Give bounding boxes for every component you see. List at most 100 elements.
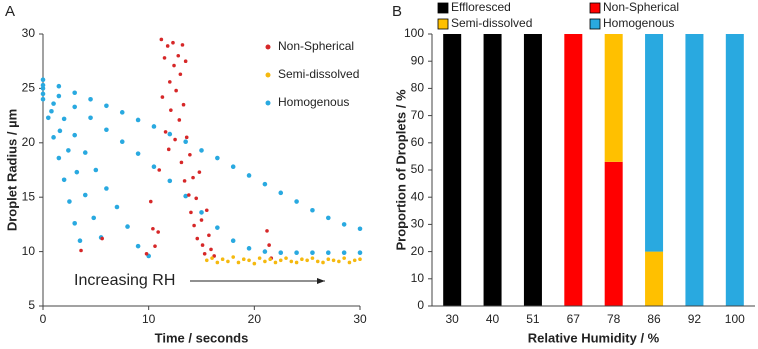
legend-marker xyxy=(265,44,271,50)
data-point xyxy=(202,251,207,256)
data-point xyxy=(104,103,109,109)
data-point xyxy=(74,169,80,175)
data-point xyxy=(191,175,195,180)
panel-label: A xyxy=(5,3,15,20)
data-point xyxy=(200,243,205,247)
y-tick-label: 5 xyxy=(28,298,35,312)
data-point xyxy=(220,257,225,262)
data-point xyxy=(40,86,46,91)
data-point xyxy=(188,152,192,157)
data-point xyxy=(114,204,120,210)
y-tick-label: 70 xyxy=(411,108,425,122)
bar-segment xyxy=(564,34,583,306)
data-point xyxy=(182,179,187,183)
data-point xyxy=(236,260,241,265)
y-tick-label: 30 xyxy=(411,217,425,231)
data-point xyxy=(151,226,155,231)
data-point xyxy=(357,226,363,232)
data-point xyxy=(226,259,230,264)
data-point xyxy=(72,221,77,226)
data-point xyxy=(119,110,125,115)
y-tick-label: 25 xyxy=(22,81,36,95)
data-point xyxy=(66,148,71,153)
x-tick-label: 10 xyxy=(142,312,156,326)
data-point xyxy=(278,190,284,196)
data-point xyxy=(82,192,88,198)
y-tick-label: 20 xyxy=(411,244,425,258)
data-point xyxy=(179,160,184,165)
y-tick-label: 90 xyxy=(411,53,425,67)
data-point xyxy=(172,63,176,68)
data-point xyxy=(278,258,283,263)
data-point xyxy=(148,199,153,204)
data-point xyxy=(183,59,188,63)
data-point xyxy=(183,139,188,145)
x-tick-label: 40 xyxy=(486,312,500,326)
data-point xyxy=(165,44,170,48)
data-point xyxy=(40,82,46,88)
data-point xyxy=(125,224,130,229)
y-tick-label: 100 xyxy=(404,26,424,40)
data-point xyxy=(241,257,246,262)
data-point xyxy=(61,116,67,122)
data-point xyxy=(51,101,56,106)
y-axis-label: Droplet Radius / µm xyxy=(4,109,19,231)
data-point xyxy=(215,225,220,230)
data-point xyxy=(61,177,67,183)
x-tick-label: 86 xyxy=(647,312,661,326)
legend-swatch xyxy=(437,18,449,30)
data-point xyxy=(144,251,149,256)
data-point xyxy=(40,91,46,97)
data-point xyxy=(151,124,157,129)
data-point xyxy=(215,260,220,265)
data-point xyxy=(171,40,175,45)
y-tick-label: 15 xyxy=(22,189,36,203)
data-point xyxy=(180,43,185,47)
data-point xyxy=(210,256,214,260)
data-point xyxy=(284,256,288,260)
data-point xyxy=(189,210,193,215)
data-point xyxy=(57,128,63,134)
data-point xyxy=(135,243,141,249)
data-point xyxy=(294,250,299,255)
data-point xyxy=(40,96,46,102)
legend-label: Semi-dissolved xyxy=(451,16,532,30)
bar-segment xyxy=(685,34,704,306)
data-point xyxy=(56,155,62,161)
data-point xyxy=(310,256,315,260)
x-tick-label: 30 xyxy=(353,312,367,326)
data-point xyxy=(88,96,93,102)
data-point xyxy=(151,164,157,170)
y-tick-label: 10 xyxy=(22,244,36,258)
data-point xyxy=(357,250,363,255)
y-tick-label: 80 xyxy=(411,81,425,95)
data-point xyxy=(207,233,211,238)
data-point xyxy=(67,199,72,204)
data-point xyxy=(215,155,220,161)
data-point xyxy=(40,77,46,82)
data-point xyxy=(88,115,93,121)
x-axis-label: Relative Humidity / % xyxy=(528,330,660,345)
data-point xyxy=(197,170,202,174)
data-point xyxy=(156,230,160,234)
data-point xyxy=(173,137,177,142)
legend-label: Non-Spherical xyxy=(278,39,354,53)
data-point xyxy=(246,246,252,251)
data-point xyxy=(93,167,99,173)
data-point xyxy=(77,238,83,244)
data-point xyxy=(174,88,178,93)
data-point xyxy=(135,117,141,123)
data-point xyxy=(49,108,54,114)
data-point xyxy=(321,260,325,265)
data-point xyxy=(167,178,173,184)
x-tick-label: 92 xyxy=(688,312,702,326)
data-point xyxy=(199,148,204,153)
data-point xyxy=(56,93,62,99)
legend-label: Homogenous xyxy=(603,16,674,30)
data-point xyxy=(273,260,278,265)
bar-segment xyxy=(523,34,542,306)
data-point xyxy=(300,257,304,262)
data-point xyxy=(331,258,336,263)
data-point xyxy=(168,80,172,84)
legend-label: Semi-dissolved xyxy=(278,67,359,81)
